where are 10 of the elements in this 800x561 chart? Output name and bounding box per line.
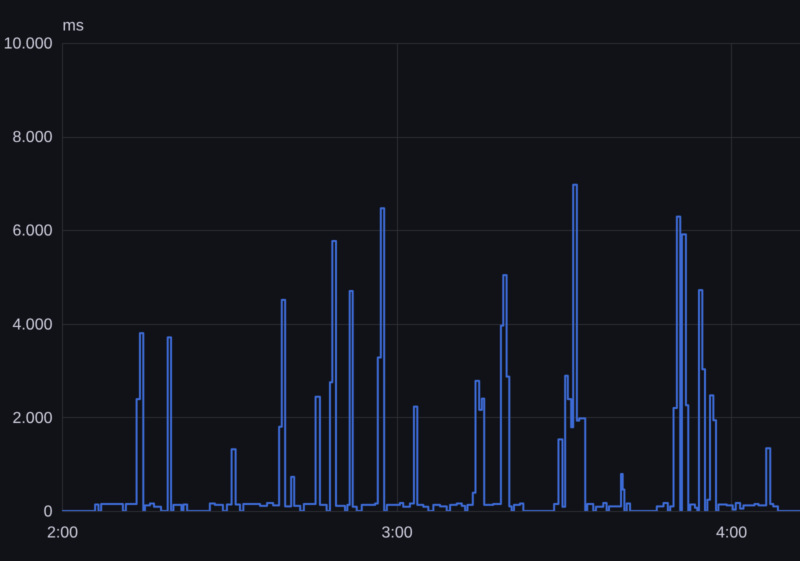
- y-tick-label: 6.000: [12, 222, 53, 240]
- y-axis-title: ms: [62, 18, 84, 34]
- y-tick-label: 2.000: [12, 410, 53, 427]
- y-tick-label: 4.000: [12, 316, 53, 334]
- x-tick-label: 3:00: [381, 524, 413, 542]
- y-tick-label: 0: [44, 504, 53, 520]
- y-tick-label: 10.000: [4, 36, 53, 52]
- y-tick-label: 8.000: [12, 129, 53, 146]
- x-tick-label: 2:00: [46, 524, 78, 542]
- x-tick-label: 4:00: [716, 524, 748, 542]
